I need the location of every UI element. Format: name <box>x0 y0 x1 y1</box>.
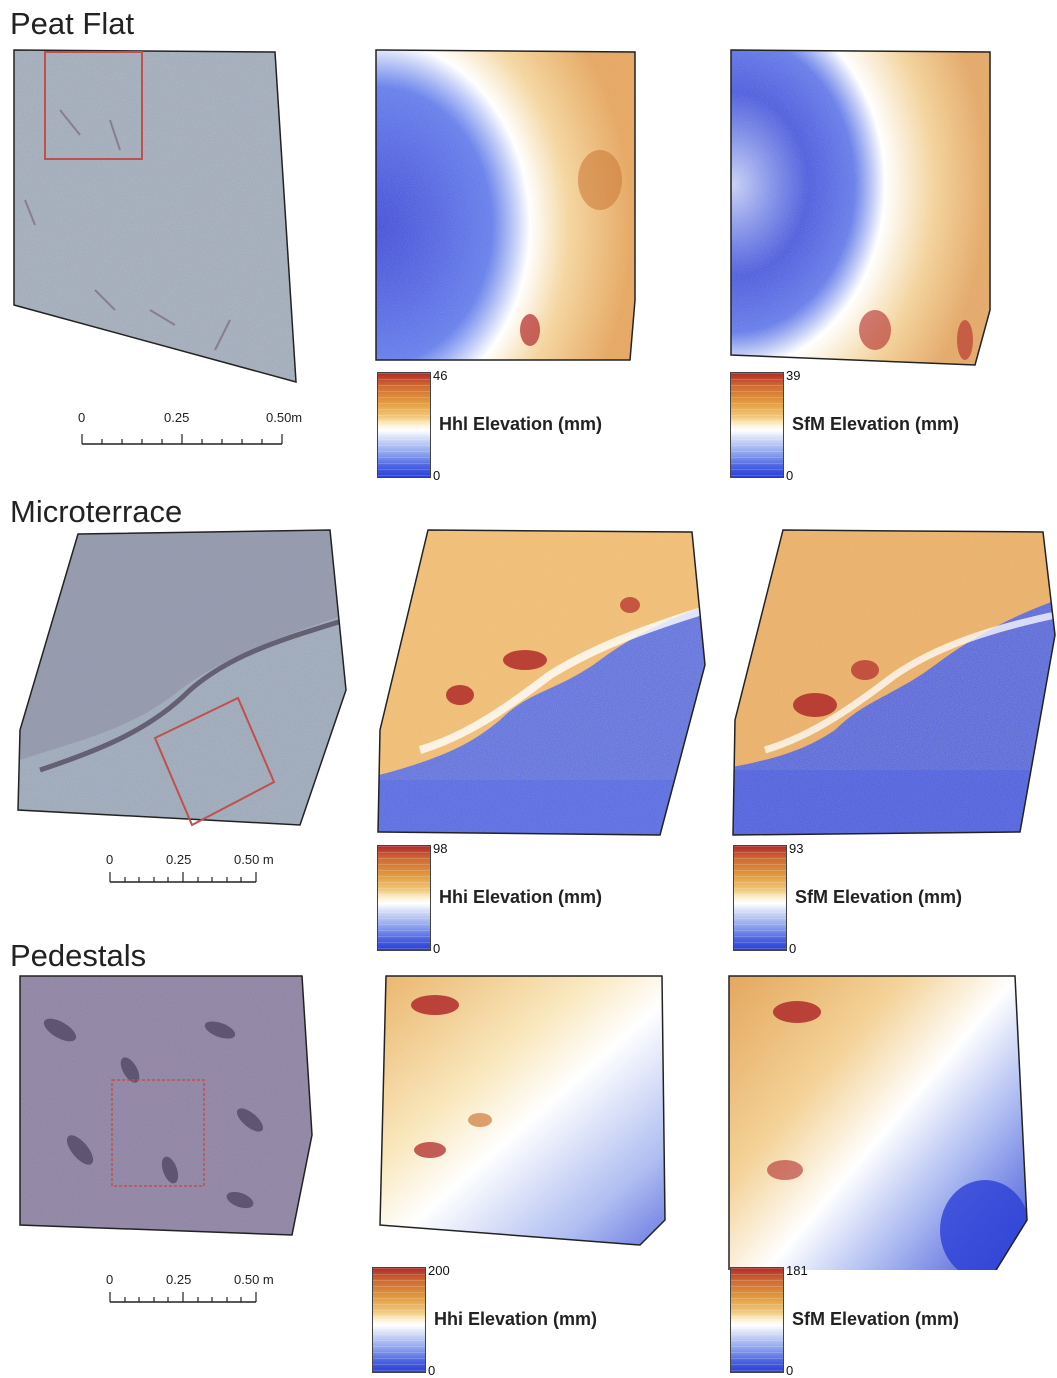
inset-box <box>111 1079 205 1187</box>
scale-label-1: 0.25 <box>166 852 192 867</box>
legend-min: 0 <box>786 468 794 483</box>
section-title-peat-flat: Peat Flat <box>10 6 135 41</box>
legend-min: 0 <box>433 468 441 483</box>
legend-title: Hhi Elevation (mm) <box>434 1309 598 1329</box>
legend-max: 46 <box>433 368 448 383</box>
microterrace-sfm-legend: 93 SfM Elevation (mm) 0 <box>733 841 1033 956</box>
pedestals-sfm-legend: 181 SfM Elevation (mm) 0 <box>730 1263 1030 1378</box>
legend-min: 0 <box>428 1363 436 1378</box>
legend-max: 181 <box>786 1263 808 1278</box>
legend-title: SfM Elevation (mm) <box>795 887 963 907</box>
legend-max: 200 <box>428 1263 450 1278</box>
inset-box <box>44 51 143 160</box>
peat-flat-photo <box>13 49 297 384</box>
peat-flat-sfm-legend: 39 SfM Elevation (mm) 0 <box>730 368 1030 483</box>
peat-flat-hhi-map <box>375 49 636 361</box>
legend-max: 93 <box>789 841 804 856</box>
peat-flat-sfm-map <box>730 49 991 366</box>
pedestals-sfm-map <box>728 975 1028 1270</box>
legend-title: Hhi Elevation (mm) <box>439 887 603 907</box>
microterrace-photo <box>17 529 347 827</box>
scale-label-2: 0.50m <box>266 410 303 425</box>
colorbar <box>730 372 784 478</box>
scale-label-2: 0.50 m <box>234 852 274 867</box>
colorbar <box>377 372 431 478</box>
pedestals-hhi-map <box>379 975 666 1246</box>
colorbar <box>377 845 431 951</box>
legend-max: 39 <box>786 368 801 383</box>
microterrace-hhi-legend: 98 Hhi Elevation (mm) 0 <box>377 841 677 956</box>
colorbar <box>730 1267 784 1373</box>
inset-box <box>153 696 276 827</box>
scale-ruler <box>109 1292 257 1303</box>
pedestals-scalebar: 0 0.25 0.50 m <box>106 1272 306 1312</box>
pedestals-photo <box>19 975 313 1236</box>
colorbar <box>733 845 787 951</box>
scale-label-2: 0.50 m <box>234 1272 274 1287</box>
legend-max: 98 <box>433 841 448 856</box>
legend-title: SfM Elevation (mm) <box>792 1309 960 1329</box>
section-title-pedestals: Pedestals <box>10 938 147 973</box>
microterrace-scalebar: 0 0.25 0.50 m <box>106 852 306 892</box>
colorbar <box>372 1267 426 1373</box>
peat-flat-scalebar: 0 0.25 0.50m <box>78 410 318 450</box>
scale-label-0: 0 <box>78 410 86 425</box>
scale-ruler <box>81 434 283 445</box>
scale-ruler <box>109 872 257 883</box>
pedestals-hhi-legend: 200 Hhi Elevation (mm) 0 <box>372 1263 672 1378</box>
peat-flat-hhi-legend: 46 Hhl Elevation (mm) 0 <box>377 368 677 483</box>
scale-label-1: 0.25 <box>166 1272 192 1287</box>
scale-label-0: 0 <box>106 1272 114 1287</box>
scale-label-0: 0 <box>106 852 114 867</box>
legend-min: 0 <box>789 941 797 956</box>
section-title-microterrace: Microterrace <box>10 494 183 529</box>
legend-title: Hhl Elevation (mm) <box>439 414 603 434</box>
legend-min: 0 <box>433 941 441 956</box>
microterrace-hhi-map <box>377 529 706 836</box>
scale-label-1: 0.25 <box>164 410 190 425</box>
microterrace-sfm-map <box>732 529 1056 836</box>
legend-title: SfM Elevation (mm) <box>792 414 960 434</box>
legend-min: 0 <box>786 1363 794 1378</box>
